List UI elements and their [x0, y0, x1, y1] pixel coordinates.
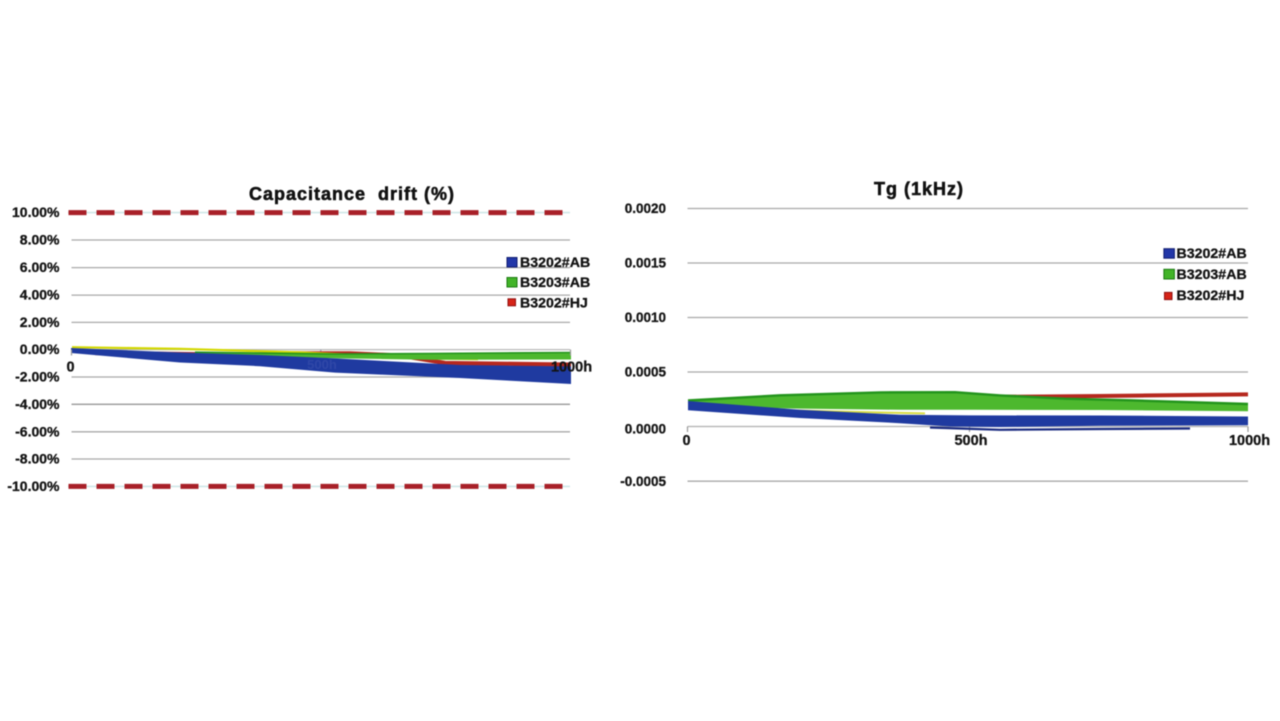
- svg-text:B3203#AB: B3203#AB: [1177, 267, 1247, 283]
- svg-text:-2.00%: -2.00%: [15, 369, 60, 385]
- svg-text:0.0000: 0.0000: [625, 422, 666, 437]
- svg-text:500h: 500h: [954, 433, 987, 449]
- svg-text:-0.0005: -0.0005: [620, 474, 666, 489]
- svg-text:2.00%: 2.00%: [20, 314, 60, 330]
- svg-text:0.0020: 0.0020: [625, 201, 666, 216]
- svg-text:Tg (1kHz): Tg (1kHz): [874, 179, 964, 199]
- svg-text:10.00%: 10.00%: [12, 204, 60, 220]
- svg-text:6.00%: 6.00%: [20, 259, 60, 275]
- svg-text:0.0005: 0.0005: [625, 365, 667, 380]
- svg-text:B3202#HJ: B3202#HJ: [1177, 288, 1245, 304]
- svg-text:1000h: 1000h: [551, 360, 592, 376]
- svg-text:-10.00%: -10.00%: [7, 478, 60, 494]
- svg-text:B3202#HJ: B3202#HJ: [520, 295, 588, 311]
- svg-text:-6.00%: -6.00%: [15, 423, 60, 439]
- svg-text:0.00%: 0.00%: [20, 341, 60, 357]
- svg-text:-8.00%: -8.00%: [15, 451, 60, 467]
- svg-text:Capacitance drift (%): Capacitance drift (%): [249, 184, 455, 204]
- svg-text:1000h: 1000h: [1229, 433, 1270, 449]
- svg-text:0.0015: 0.0015: [625, 256, 667, 271]
- svg-text:B3202#AB: B3202#AB: [1177, 246, 1247, 262]
- svg-text:4.00%: 4.00%: [20, 287, 60, 303]
- svg-text:B3203#AB: B3203#AB: [520, 275, 590, 291]
- svg-text:-4.00%: -4.00%: [15, 396, 60, 412]
- svg-text:500h: 500h: [307, 357, 337, 372]
- svg-text:8.00%: 8.00%: [20, 232, 60, 248]
- svg-text:0.0010: 0.0010: [625, 310, 666, 325]
- svg-text:0: 0: [682, 433, 690, 449]
- svg-text:0: 0: [66, 360, 74, 376]
- svg-text:B3202#AB: B3202#AB: [520, 255, 590, 271]
